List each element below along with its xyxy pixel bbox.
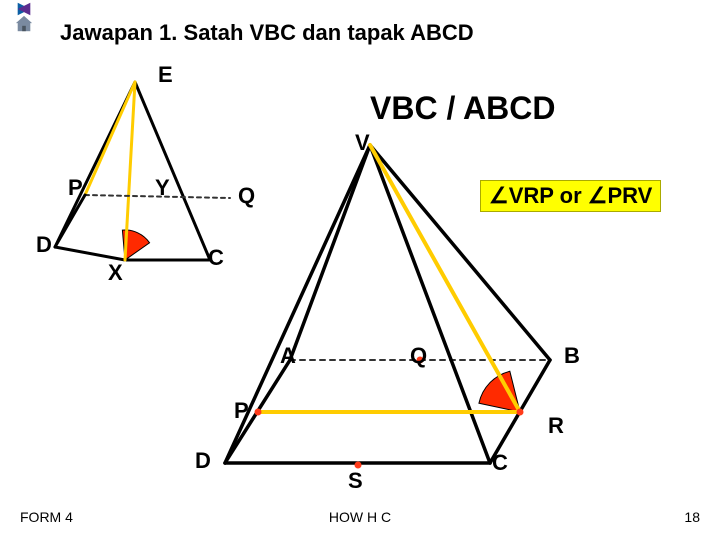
label-big-Q: Q [410,343,427,369]
footer-left: FORM 4 [20,509,73,525]
label-big-R: R [548,413,564,439]
nav-back-icon[interactable] [15,0,33,18]
footer-center: HOW H C [329,509,391,525]
label-big-D: D [195,448,211,474]
label-small-Y: Y [155,175,170,201]
label-big-A: A [280,343,296,369]
label-big-B: B [564,343,580,369]
label-small-C: C [208,245,224,271]
label-small-X: X [108,260,123,286]
label-small-P: P [68,175,83,201]
label-big-P: P [234,398,249,424]
label-small-D: D [36,232,52,258]
label-small-Q: Q [238,183,255,209]
label-big-V: V [355,130,370,156]
footer-right: 18 [684,509,700,525]
label-big-C: C [492,450,508,476]
label-big-S: S [348,468,363,494]
label-small-E: E [158,62,173,88]
